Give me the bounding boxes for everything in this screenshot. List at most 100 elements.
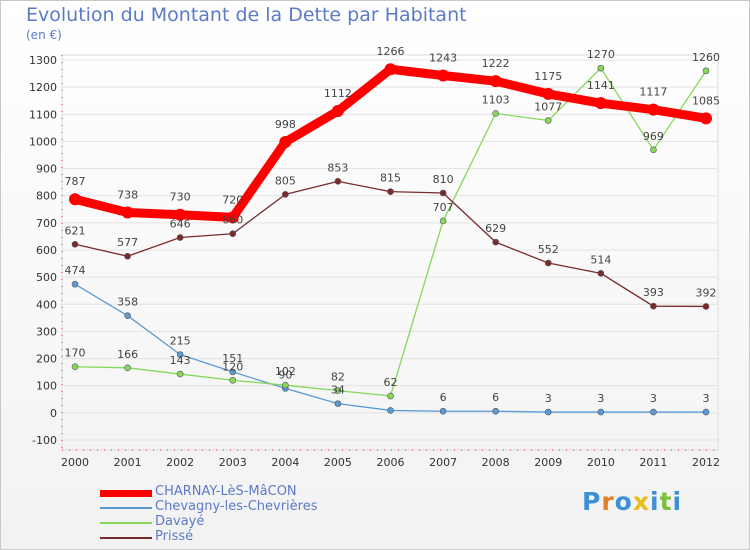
data-label: 392 (696, 286, 717, 299)
data-label: 621 (65, 224, 86, 237)
data-point (492, 407, 499, 415)
data-point (121, 206, 134, 219)
y-tick-label: 1300 (29, 54, 57, 67)
data-label: 170 (65, 347, 86, 360)
data-label: 358 (117, 296, 138, 309)
data-label: 143 (170, 354, 191, 367)
data-label: 166 (117, 348, 138, 361)
data-point (334, 387, 342, 394)
y-tick-label: 1000 (29, 135, 57, 148)
data-point (71, 363, 79, 371)
data-label: 514 (590, 253, 611, 266)
legend-swatch (100, 489, 152, 497)
data-label: 82 (331, 371, 345, 384)
data-point (229, 368, 237, 376)
y-tick-label: 400 (36, 298, 57, 311)
x-tick-label: 2002 (166, 456, 194, 469)
legend-label: Prissé (155, 529, 194, 544)
data-label: 474 (65, 264, 86, 277)
data-label: 805 (275, 174, 296, 187)
data-label: 1112 (324, 87, 352, 100)
y-tick-label: 300 (36, 325, 57, 338)
data-label: 1117 (639, 86, 667, 99)
x-tick-label: 2007 (429, 456, 457, 469)
data-label: 3 (650, 392, 657, 405)
legend-label: Davayé (155, 514, 205, 529)
data-point (176, 234, 184, 241)
chart-title: Evolution du Montant de la Dette par Hab… (26, 4, 467, 26)
data-label: 6 (492, 391, 499, 404)
data-point (174, 208, 187, 221)
data-label: 1175 (534, 70, 562, 83)
data-label: 707 (433, 201, 454, 214)
legend-swatch (100, 522, 152, 524)
data-label: 629 (485, 222, 506, 235)
data-label: 34 (331, 384, 345, 397)
data-point (439, 189, 447, 197)
data-label: 1103 (482, 93, 510, 106)
x-tick-label: 2008 (482, 456, 510, 469)
x-tick-label: 2009 (534, 456, 562, 469)
data-point (69, 193, 81, 206)
data-point (176, 351, 184, 358)
data-label: 853 (327, 161, 348, 174)
data-label: 730 (170, 191, 191, 204)
y-tick-label: 1100 (29, 108, 57, 121)
data-label: 151 (222, 352, 243, 365)
data-point (331, 105, 344, 118)
y-tick-label: 0 (50, 407, 57, 420)
data-point (544, 117, 552, 124)
data-point (282, 381, 289, 389)
y-tick-label: -100 (32, 434, 57, 447)
legend-label: Chevagny-les-Chevrières (155, 499, 318, 514)
data-label: 215 (170, 335, 191, 348)
x-tick-label: 2006 (377, 456, 405, 469)
data-point (700, 112, 712, 125)
data-point (334, 400, 342, 407)
x-tick-label: 2011 (639, 456, 667, 469)
data-label: 998 (275, 118, 296, 131)
y-tick-label: 200 (36, 353, 57, 366)
data-point (650, 408, 657, 416)
data-label: 102 (275, 365, 296, 378)
data-point (702, 408, 710, 416)
data-point (492, 110, 499, 117)
data-point (384, 63, 397, 76)
data-label: 90 (278, 368, 292, 381)
data-point (544, 408, 552, 416)
data-point (71, 241, 79, 248)
data-label: 969 (643, 130, 664, 143)
legend-label: CHARNAY-LèS-MâCON (155, 484, 297, 499)
data-label: 577 (117, 236, 138, 249)
data-point (439, 407, 447, 415)
data-label: 720 (222, 193, 243, 206)
data-label: 1260 (692, 51, 720, 64)
data-point (387, 392, 394, 400)
data-point (279, 135, 292, 148)
data-point (282, 191, 289, 198)
proxiti-logo: Proxiti (582, 487, 683, 516)
unit-label: (en €) (26, 28, 62, 42)
data-point (226, 211, 239, 224)
data-label: 787 (65, 175, 86, 188)
data-label: 1085 (692, 94, 720, 107)
data-point (650, 302, 657, 310)
data-label: 62 (384, 376, 398, 389)
data-point (229, 376, 237, 384)
y-tick-label: 700 (36, 217, 57, 230)
data-point (594, 97, 607, 110)
data-label: 1270 (587, 48, 615, 61)
data-point (334, 178, 342, 185)
data-label: 1077 (534, 101, 562, 114)
y-tick-label: 1200 (29, 81, 57, 94)
x-tick-label: 2005 (324, 456, 352, 469)
y-tick-label: 500 (36, 271, 57, 284)
data-point (492, 238, 499, 246)
data-label: 393 (643, 286, 664, 299)
data-point (597, 408, 605, 416)
data-point (124, 252, 131, 260)
x-tick-label: 2010 (587, 456, 615, 469)
data-point (387, 407, 394, 414)
